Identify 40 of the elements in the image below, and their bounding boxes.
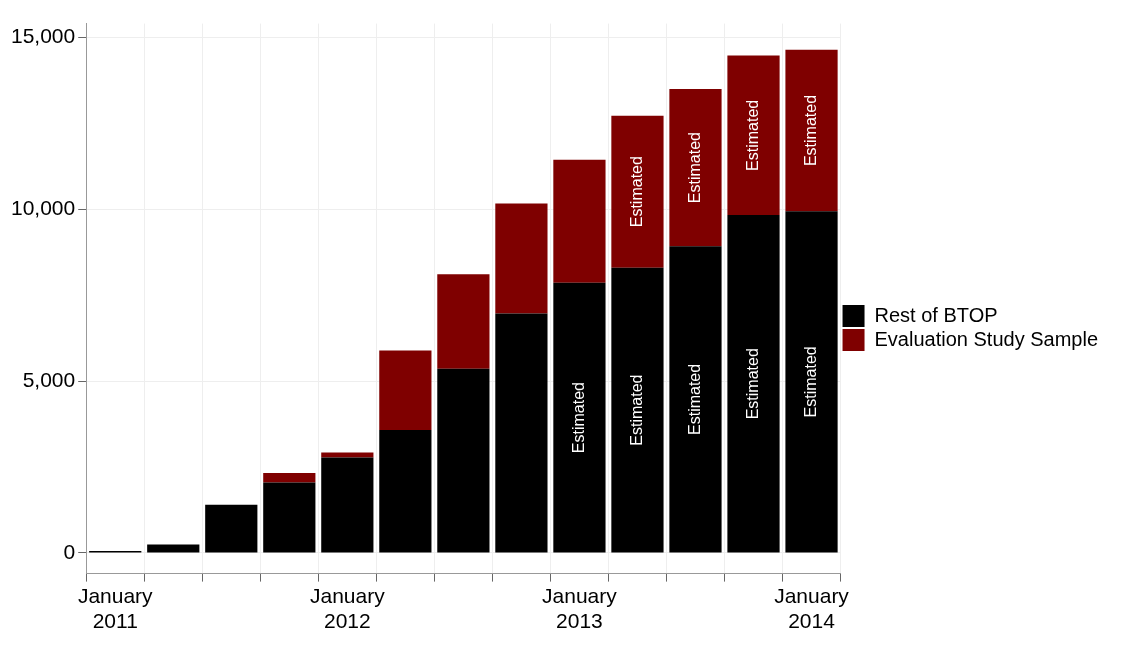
bar <box>205 504 258 553</box>
bar <box>785 49 838 212</box>
bar <box>379 350 432 430</box>
bar <box>553 159 606 283</box>
bar <box>263 482 316 553</box>
bar <box>437 368 490 553</box>
bar <box>495 203 548 314</box>
bar <box>727 215 780 553</box>
legend-label: Evaluation Study Sample <box>874 327 1098 350</box>
x-tick-label: January 2014 <box>774 584 850 633</box>
data-label: Estimated <box>743 348 761 420</box>
bar <box>727 55 780 216</box>
bar <box>147 544 200 553</box>
data-label: Estimated <box>685 363 703 435</box>
bar <box>611 115 664 268</box>
data-label: Estimated <box>801 346 819 418</box>
bar <box>669 88 722 247</box>
bar <box>611 267 664 553</box>
y-tick-label: 15,000 <box>11 24 76 48</box>
data-label: Estimated <box>743 99 761 171</box>
x-tick-label: January 2012 <box>309 584 386 633</box>
y-tick-label: 10,000 <box>11 196 76 220</box>
data-label: Estimated <box>627 156 645 228</box>
bar <box>263 472 316 483</box>
data-label: Estimated <box>685 132 703 204</box>
data-label: Estimated <box>627 374 645 446</box>
x-tick-label: January 2013 <box>542 584 618 633</box>
x-tick-label: January 2011 <box>77 584 154 633</box>
y-tick-label: 5,000 <box>22 367 76 391</box>
bar <box>495 313 548 553</box>
bar <box>321 457 374 553</box>
bar <box>669 246 722 553</box>
bar <box>437 274 490 369</box>
data-label: Estimated <box>569 382 587 454</box>
legend-label: Rest of BTOP <box>874 303 998 326</box>
bar <box>379 429 432 553</box>
y-tick-label: 0 <box>63 539 76 563</box>
bar <box>553 282 606 553</box>
data-label: Estimated <box>801 94 819 167</box>
bar <box>785 211 838 553</box>
